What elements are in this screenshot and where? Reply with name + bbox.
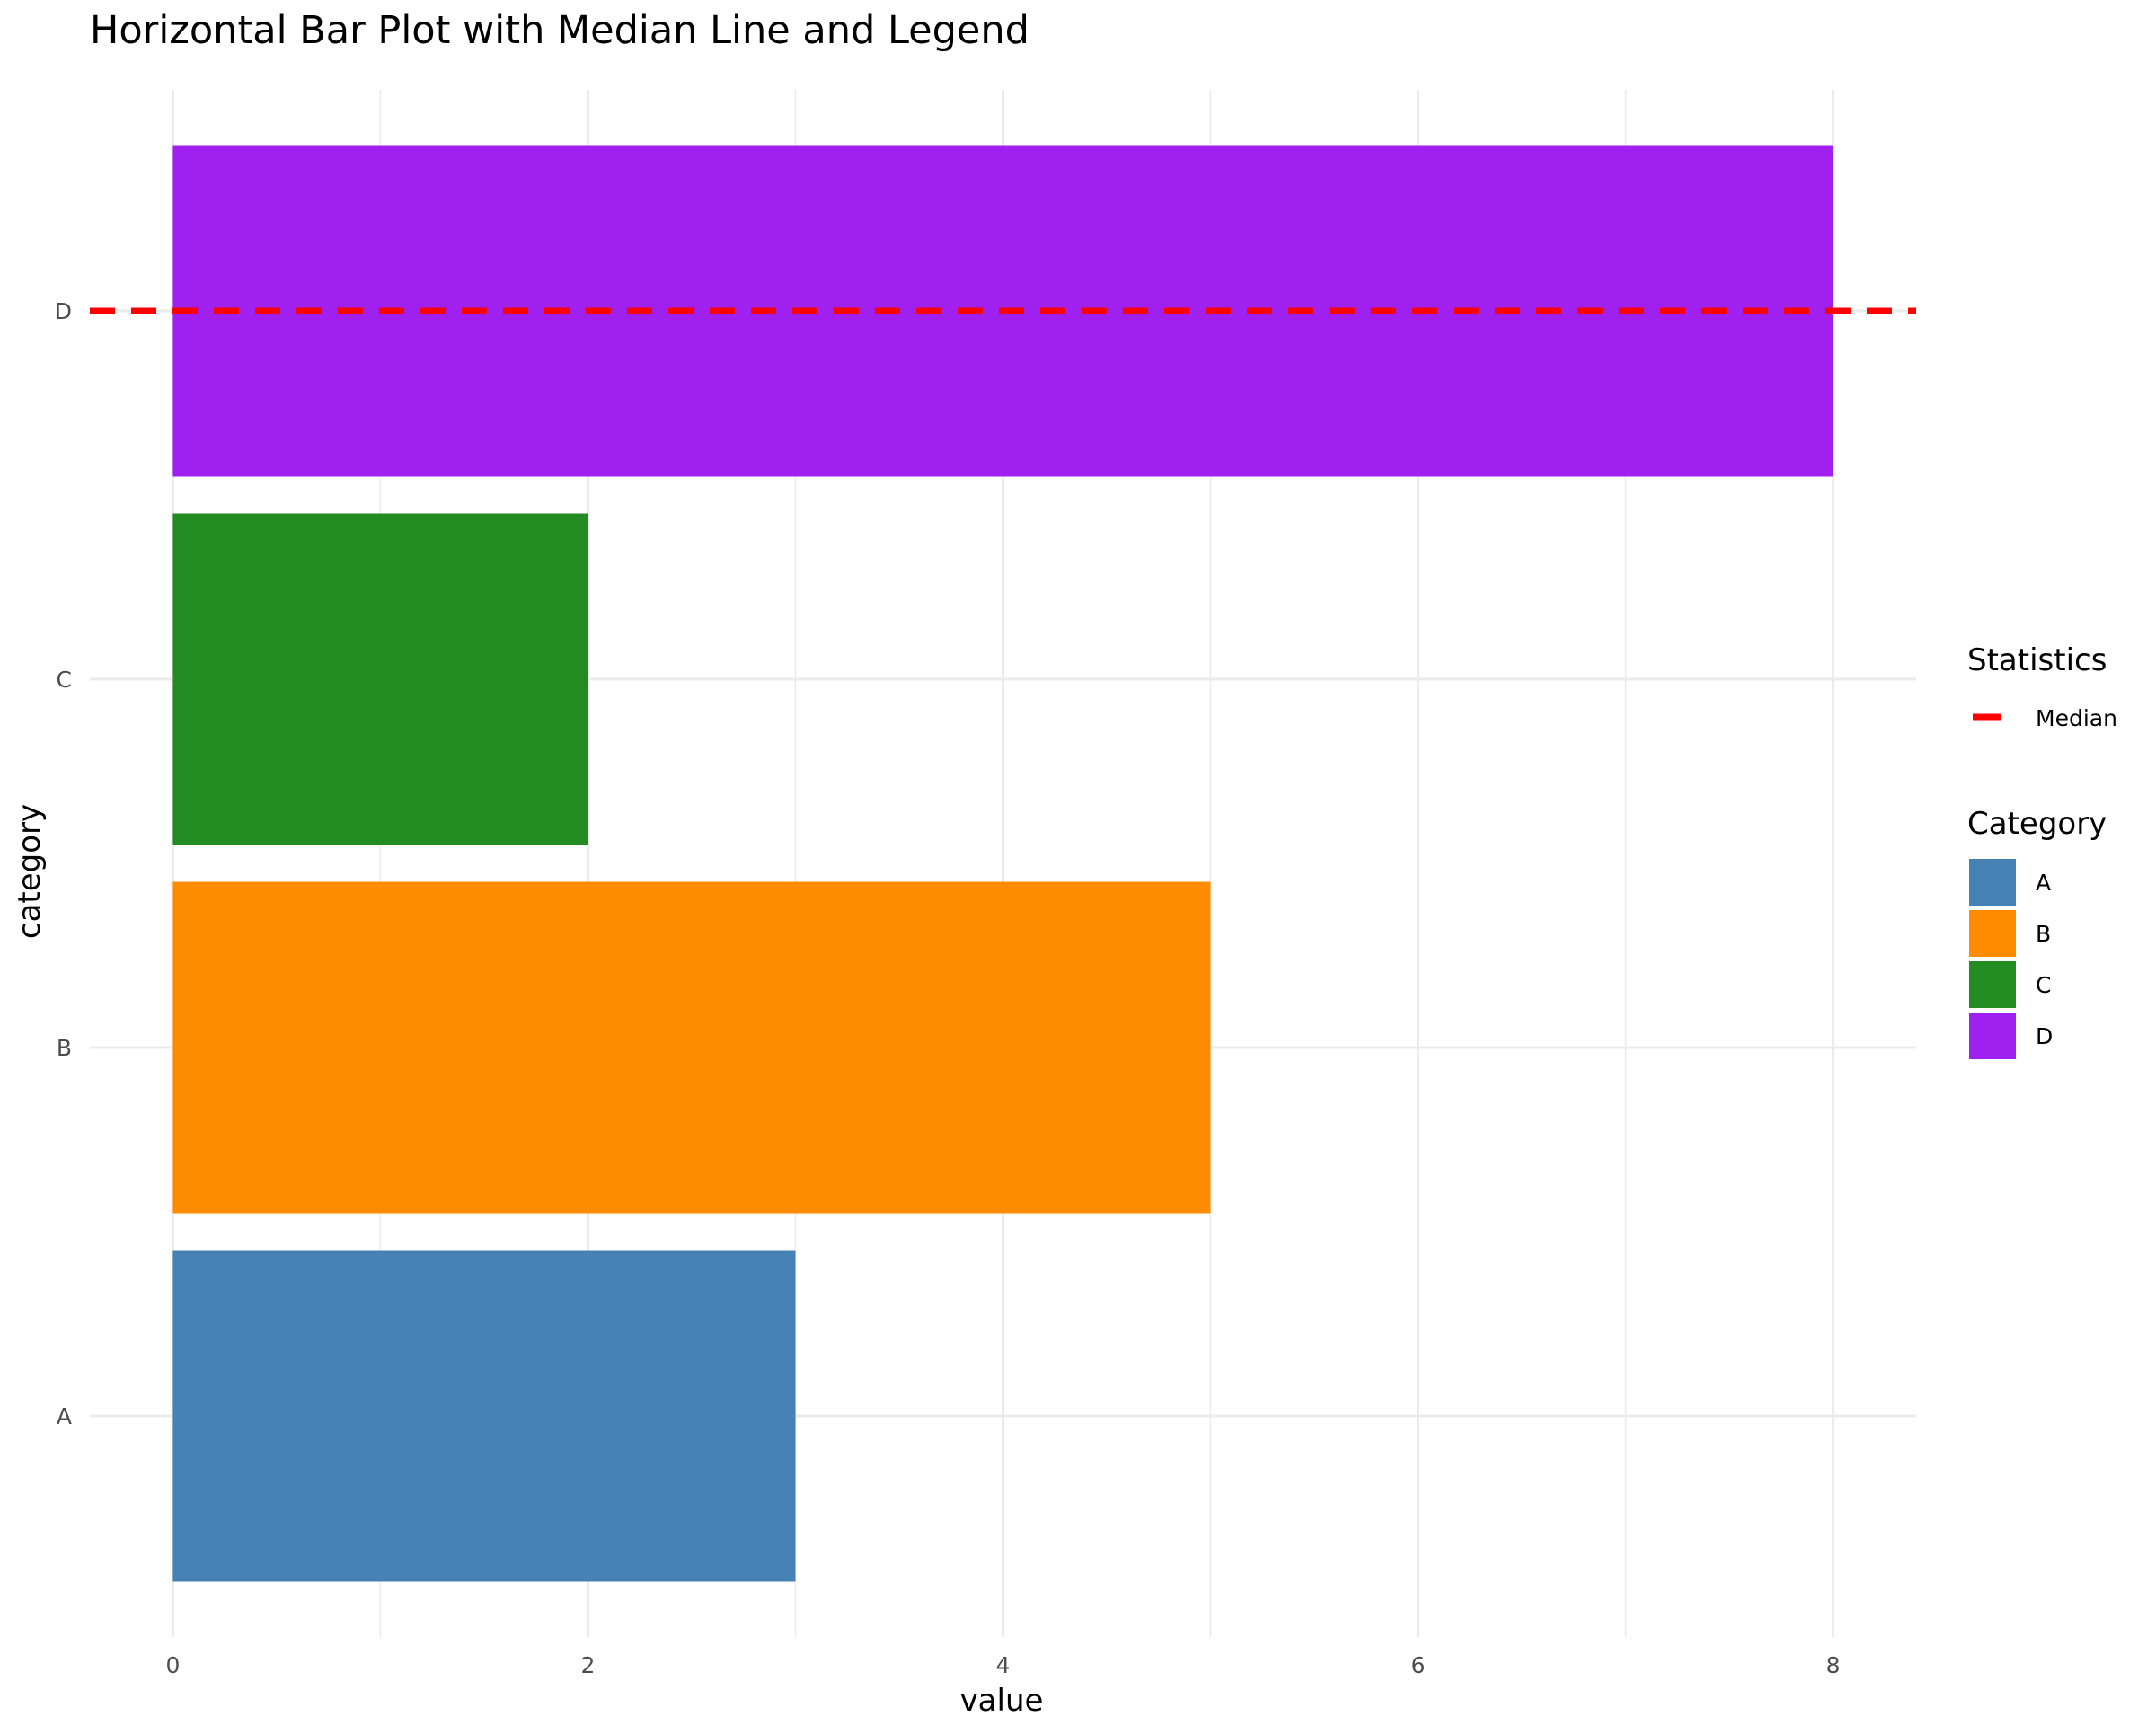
- y-axis-ticks: A B C D: [55, 298, 72, 1429]
- legend-statistics-title: Statistics: [1967, 642, 2107, 678]
- y-tick-label: C: [57, 667, 72, 693]
- x-tick-label: 6: [1411, 1652, 1426, 1678]
- bar-a: [172, 1250, 796, 1582]
- legend-key-a: [1969, 859, 2016, 906]
- legend-label-d: D: [2036, 1023, 2053, 1049]
- bar-b: [172, 881, 1211, 1214]
- x-axis-title: value: [960, 1683, 1044, 1719]
- x-axis-ticks: 0 2 4 6 8: [165, 1652, 1840, 1678]
- x-tick-label: 8: [1826, 1652, 1841, 1678]
- y-axis-title: category: [12, 804, 48, 939]
- legend-key-d: [1969, 1013, 2016, 1059]
- y-tick-label: B: [57, 1035, 72, 1061]
- legend-key-b: [1969, 910, 2016, 957]
- legend-key-c: [1969, 961, 2016, 1008]
- x-tick-label: 4: [996, 1652, 1011, 1678]
- legend-label-b: B: [2036, 921, 2051, 947]
- legend-median-label: Median: [2036, 705, 2117, 731]
- legend-category-title: Category: [1967, 806, 2107, 842]
- bar-c: [172, 513, 588, 845]
- legend-label-c: C: [2036, 972, 2051, 998]
- x-tick-label: 2: [581, 1652, 596, 1678]
- x-tick-label: 0: [165, 1652, 180, 1678]
- chart-title: Horizontal Bar Plot with Median Line and…: [90, 8, 1029, 53]
- y-tick-label: A: [57, 1403, 72, 1429]
- legend-label-a: A: [2036, 870, 2051, 896]
- y-tick-label: D: [55, 298, 72, 324]
